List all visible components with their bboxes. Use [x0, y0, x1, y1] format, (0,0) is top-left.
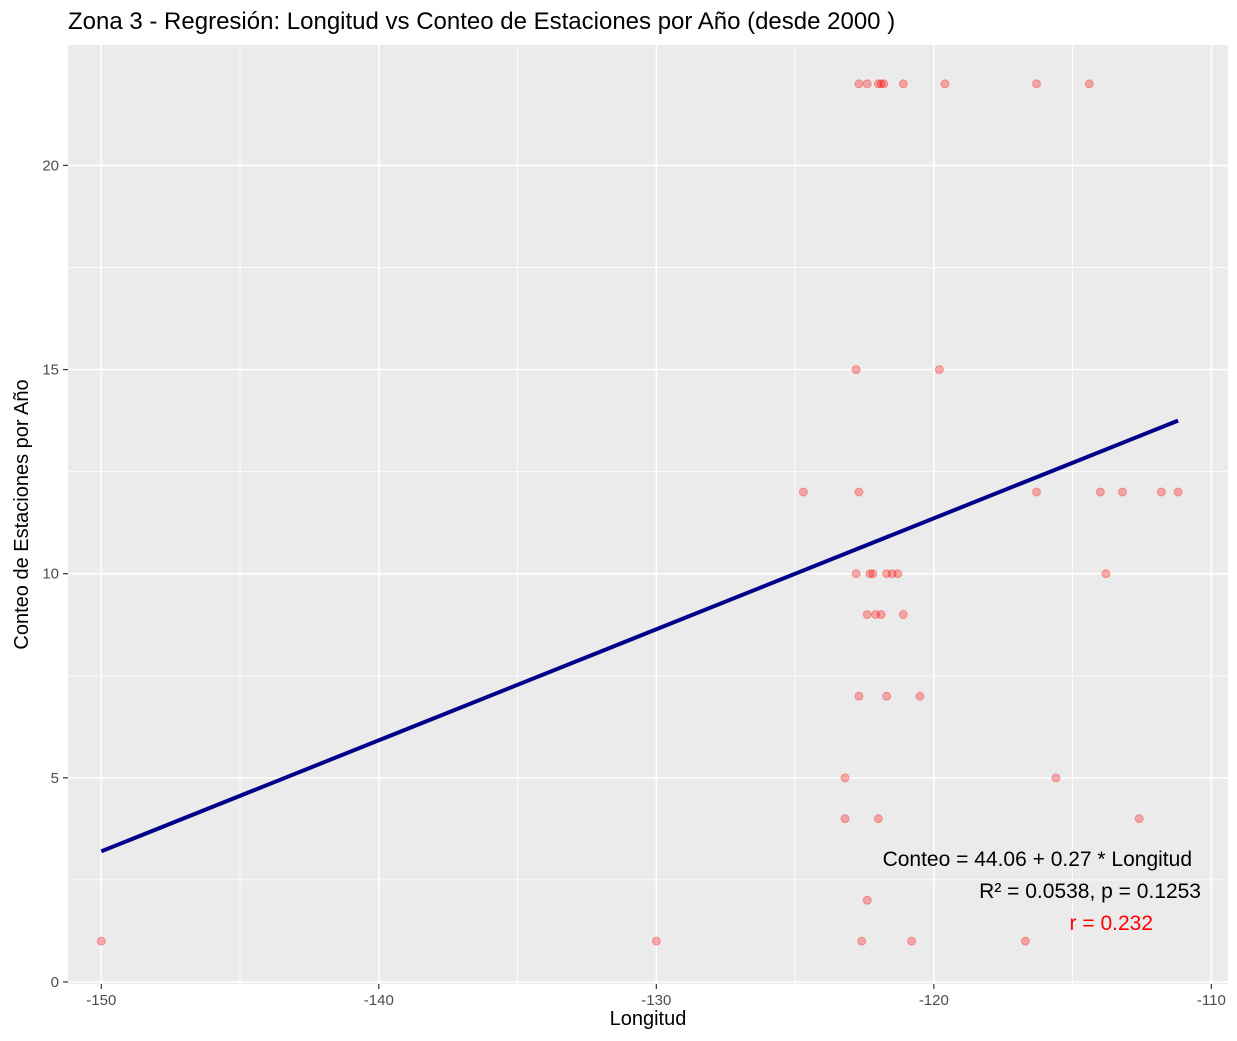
y-tick-label: 20 [42, 157, 59, 174]
points-layer [96, 79, 1183, 946]
data-point [1118, 487, 1128, 497]
data-point [934, 365, 944, 375]
data-point [851, 365, 861, 375]
y-axis-title: Conteo de Estaciones por Año [11, 379, 33, 649]
regression-stats-label: R² = 0.0538, p = 0.1253 [979, 880, 1201, 903]
data-point [915, 691, 925, 701]
regression-layer [100, 418, 1179, 854]
x-tick-label: -130 [641, 992, 671, 1009]
data-point [840, 814, 850, 824]
major-grid [68, 45, 1228, 984]
data-point [1095, 487, 1105, 497]
data-point [940, 79, 950, 89]
data-point [879, 79, 889, 89]
data-point [1032, 79, 1042, 89]
data-point [851, 569, 861, 579]
data-point [898, 79, 908, 89]
data-point [1156, 487, 1166, 497]
y-tick-label: 10 [42, 566, 59, 583]
axis-ticks [63, 164, 1212, 989]
regression-equation-label: Conteo = 44.06 + 0.27 * Longitud [883, 848, 1192, 871]
data-point [1032, 487, 1042, 497]
data-point [1134, 814, 1144, 824]
x-tick-label: -140 [364, 992, 394, 1009]
data-point [865, 569, 875, 579]
data-point [898, 610, 908, 620]
data-point [862, 610, 872, 620]
data-point [882, 569, 892, 579]
x-tick-label: -120 [919, 992, 949, 1009]
data-point [868, 569, 878, 579]
minor-grid [68, 45, 1228, 984]
data-point [907, 936, 917, 946]
x-tick-label: -150 [86, 992, 116, 1009]
data-point [873, 814, 883, 824]
x-axis-title: Longitud [610, 1008, 687, 1030]
data-point [798, 487, 808, 497]
data-point [887, 569, 897, 579]
tick-labels: -150 -140 -130 -120 -110 0 5 10 15 20 [42, 157, 1225, 1009]
chart-title: Zona 3 - Regresión: Longitud vs Conteo d… [68, 8, 896, 35]
data-point [857, 936, 867, 946]
data-point [1084, 79, 1094, 89]
data-point [893, 569, 903, 579]
data-point [1020, 936, 1030, 946]
y-tick-label: 15 [42, 362, 59, 379]
correlation-label: r = 0.232 [1070, 912, 1153, 935]
data-point [854, 487, 864, 497]
data-point [1101, 569, 1111, 579]
data-point [876, 610, 886, 620]
plot-panel [68, 45, 1228, 984]
regression-line [100, 418, 1179, 854]
data-point [1173, 487, 1183, 497]
data-point [651, 936, 661, 946]
data-point [1051, 773, 1061, 783]
data-point [871, 610, 881, 620]
data-point [840, 773, 850, 783]
data-point [882, 691, 892, 701]
data-point [876, 79, 886, 89]
y-tick-label: 0 [51, 974, 59, 991]
data-point [873, 79, 883, 89]
data-point [862, 895, 872, 905]
y-tick-label: 5 [51, 770, 59, 787]
data-point [854, 691, 864, 701]
data-point [862, 79, 872, 89]
x-tick-label: -110 [1197, 992, 1226, 1009]
data-point [854, 79, 864, 89]
data-point [96, 936, 106, 946]
